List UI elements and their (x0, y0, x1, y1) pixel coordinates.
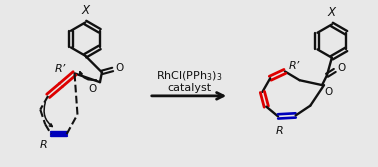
Text: RhCl(PPh$_3$)$_3$: RhCl(PPh$_3$)$_3$ (156, 69, 222, 83)
Text: O: O (338, 63, 346, 73)
Text: R: R (276, 126, 284, 136)
Text: R’: R’ (289, 61, 300, 71)
Text: O: O (89, 84, 97, 94)
Text: X: X (81, 4, 89, 17)
Text: X: X (328, 6, 336, 19)
Text: R: R (39, 140, 47, 150)
Text: O: O (116, 63, 124, 73)
Text: catalyst: catalyst (167, 83, 211, 93)
FancyArrowPatch shape (80, 72, 96, 80)
Text: R’: R’ (54, 64, 65, 74)
FancyArrowPatch shape (44, 102, 52, 126)
Text: O: O (324, 87, 332, 97)
